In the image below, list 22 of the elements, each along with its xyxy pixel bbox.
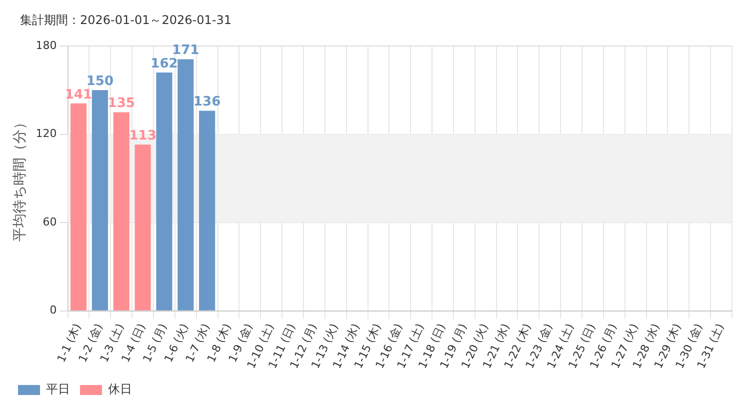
bar (70, 103, 87, 310)
y-axis-title: 平均待ち時間（分） (12, 115, 28, 242)
bar (156, 72, 172, 310)
chart-subtitle: 集計期間：2026-01-01～2026-01-31 (19, 12, 232, 29)
bar (92, 90, 108, 310)
data-label: 171 (172, 43, 200, 58)
data-label: 136 (193, 94, 221, 110)
legend-label: 平日 (46, 382, 70, 396)
y-tick-label: 0 (50, 304, 57, 317)
y-tick-label: 60 (42, 215, 57, 228)
bar (113, 112, 130, 310)
data-label: 150 (86, 74, 114, 90)
data-label: 135 (108, 96, 135, 112)
bar (199, 110, 216, 310)
bar (134, 144, 151, 310)
bar (178, 59, 194, 310)
y-tick-label: 180 (36, 38, 57, 52)
data-label: 113 (129, 128, 156, 144)
data-label: 141 (64, 87, 92, 102)
data-label: 162 (150, 56, 178, 72)
y-tick-label: 120 (36, 127, 57, 140)
legend-label: 休日 (108, 382, 132, 396)
